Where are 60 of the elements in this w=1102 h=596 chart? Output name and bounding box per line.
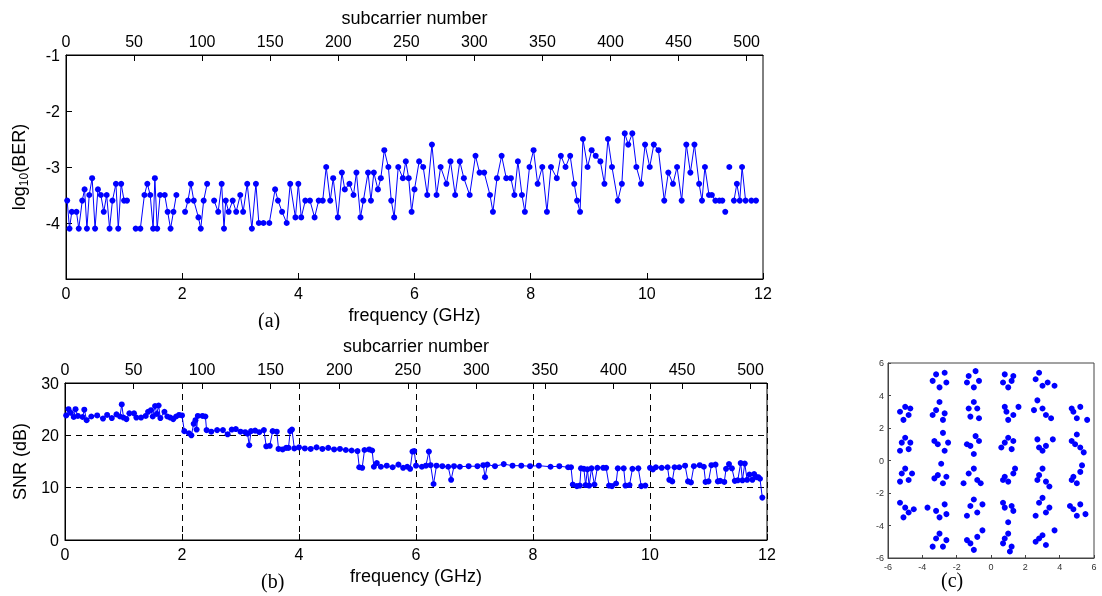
x2-tick-label: 400 [600, 360, 627, 378]
x-tick-label: 4 [293, 284, 303, 302]
x2-tick-label: 250 [394, 360, 422, 378]
text: (b) [261, 570, 285, 593]
x2-tick-label: 350 [531, 360, 559, 378]
x-tick-label: -4 [918, 561, 927, 572]
y-tick-label: -1 [45, 46, 61, 64]
y-tick-label: 10 [41, 479, 60, 497]
x-tick-label: 0 [988, 561, 994, 572]
x2-tick-label: 300 [461, 32, 488, 50]
x2-tick-label: 450 [665, 32, 693, 50]
x-tick-label: 8 [526, 284, 536, 302]
y-tick-label: -4 [875, 520, 884, 531]
x-tick-label: 4 [1057, 561, 1063, 572]
x2-tick-label: 250 [392, 32, 420, 50]
y-tick-label: 20 [41, 426, 60, 444]
y-tick-label: 2 [878, 423, 884, 433]
x-tick-label: 8 [528, 545, 538, 563]
y-tick-label: 6 [878, 358, 884, 368]
x2-axis-title: subcarrier number [341, 8, 488, 28]
x2-tick-label: 350 [529, 32, 556, 50]
y-tick-label: -3 [45, 158, 61, 176]
x2-tick-label: 500 [737, 360, 764, 378]
x2-tick-label: 200 [325, 360, 353, 378]
x2-tick-label: 50 [124, 360, 143, 378]
x2-tick-label: 100 [188, 360, 216, 378]
y-tick-label: 30 [41, 374, 60, 392]
y-tick-label: 0 [50, 531, 60, 549]
x2-tick-label: 500 [733, 32, 761, 50]
x-tick-label: 4 [294, 545, 304, 563]
x-tick-label: 6 [410, 284, 420, 302]
x2-tick-label: 100 [188, 32, 216, 50]
x2-tick-label: 300 [462, 360, 490, 378]
x-tick-label: 10 [641, 545, 659, 563]
x-tick-label: 12 [754, 284, 772, 302]
x2-tick-label: 150 [257, 360, 285, 378]
y-axis-title: log10(BER) [9, 123, 31, 211]
x2-tick-label: 200 [324, 32, 352, 50]
x-tick-label: 2 [1022, 561, 1028, 572]
text: (c) [941, 569, 964, 592]
x-tick-label: 2 [177, 545, 187, 563]
y-tick-label: -2 [45, 102, 61, 120]
x-axis-title: frequency (GHz) [349, 565, 483, 586]
x-tick-label: 2 [177, 284, 187, 302]
x2-axis-title: subcarrier number [342, 336, 490, 356]
y-tick-label: -4 [45, 214, 61, 232]
x-tick-label: 6 [411, 545, 421, 563]
x2-tick-label: 50 [125, 32, 144, 50]
x-tick-label: 12 [758, 545, 776, 563]
x-tick-label: 10 [637, 284, 656, 302]
x2-tick-label: 400 [597, 32, 624, 50]
y-tick-label: 0 [878, 455, 884, 466]
x2-tick-label: 450 [668, 360, 696, 378]
y-tick-label: -2 [875, 488, 884, 498]
y-tick-label: 4 [878, 390, 884, 401]
x-axis-title: frequency (GHz) [348, 304, 481, 325]
y-axis-title: SNR (dB) [10, 422, 30, 501]
x2-tick-label: 150 [256, 32, 284, 50]
x-tick-label: 6 [1091, 561, 1097, 572]
x-tick-label: -2 [952, 561, 961, 572]
